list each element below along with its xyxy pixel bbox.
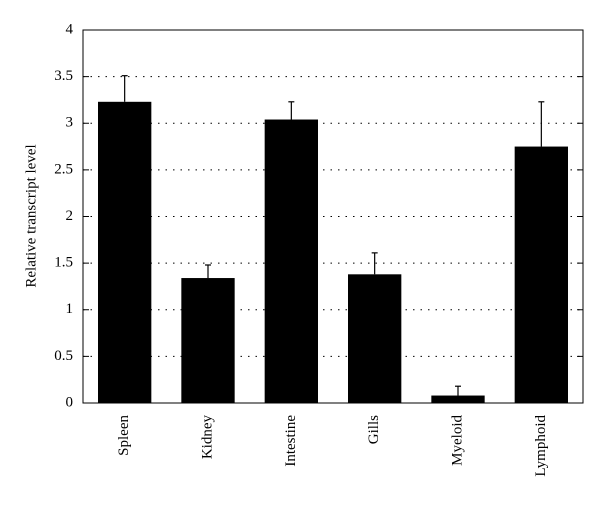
bar	[348, 274, 402, 403]
bar	[264, 119, 318, 404]
bar	[514, 146, 568, 403]
y-tick-label: 4	[66, 21, 74, 37]
y-tick-label: 1	[66, 301, 74, 317]
y-tick-label: 2	[66, 208, 74, 224]
y-tick-label: 0	[66, 394, 74, 410]
plot-frame	[82, 29, 584, 404]
y-tick-label: 0.5	[54, 348, 73, 364]
x-tick-label: Kidney	[199, 415, 215, 460]
y-tick-label: 1.5	[54, 255, 73, 271]
bar	[98, 101, 152, 404]
y-tick-label: 3	[66, 115, 74, 131]
x-tick-label: Lymphoid	[533, 415, 549, 477]
y-tick-label: 2.5	[54, 161, 73, 177]
bar	[431, 395, 485, 403]
bar	[181, 278, 235, 403]
y-tick-label: 3.5	[54, 68, 73, 84]
y-axis-label: Relative transcript level	[23, 144, 39, 287]
x-tick-label: Myeloid	[449, 415, 465, 466]
x-tick-label: Gills	[366, 415, 382, 444]
x-tick-label: Intestine	[283, 415, 299, 467]
x-tick-label: Spleen	[116, 415, 132, 456]
